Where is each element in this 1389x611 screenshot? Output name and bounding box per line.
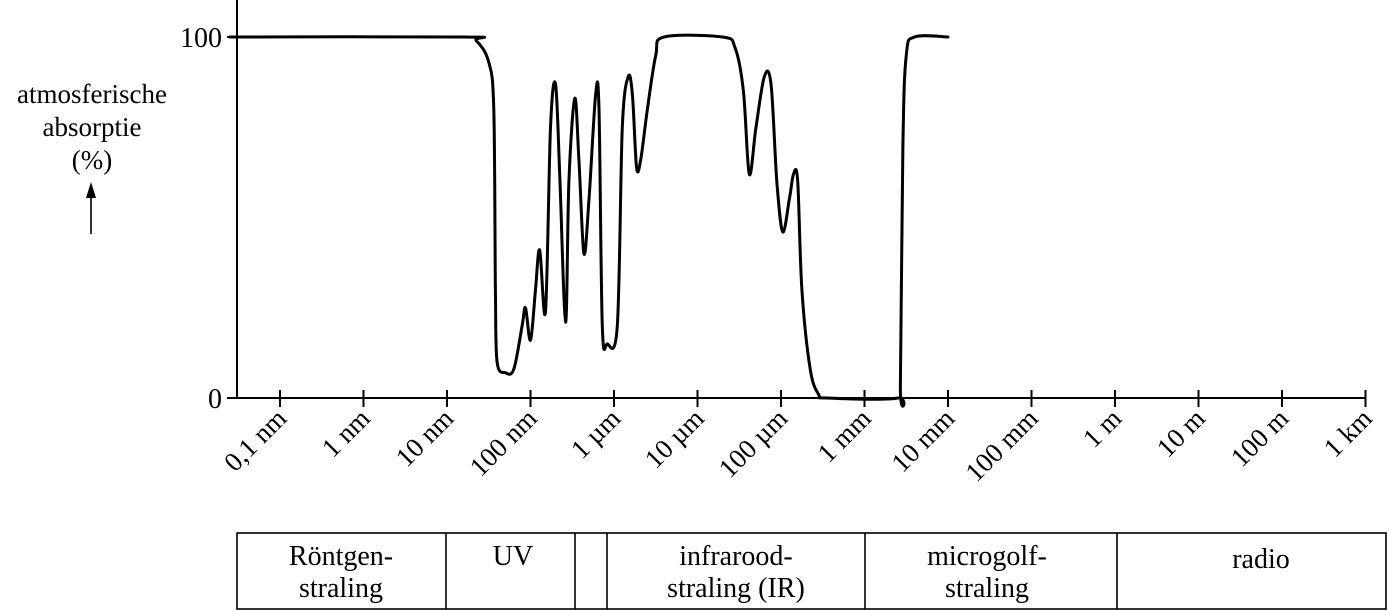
x-tick-label: 0,1 nm (218, 403, 292, 477)
y-tick-label-100: 100 (180, 23, 222, 54)
band-xray-line-1: Röntgen- (289, 541, 393, 572)
y-tick-label-0: 0 (208, 384, 222, 415)
x-tick-label: 100 µm (713, 403, 793, 483)
x-tick-label: 1 nm (316, 403, 376, 463)
x-tick-label: 1 m (1077, 403, 1127, 453)
x-tick-label: 100 m (1225, 403, 1294, 472)
x-tick-labels: 0,1 nm 1 nm 10 nm 100 nm 1 µm 10 µm 100 µm 1 mm… (218, 403, 1378, 487)
bands-border (236, 532, 1387, 610)
x-tick-label: 1 mm (812, 403, 877, 468)
band-ir-line-2: straling (IR) (667, 573, 805, 604)
x-tick-label: 10 nm (390, 403, 459, 472)
absorption-curve (228, 33, 950, 408)
band-ir-line-1: infrarood- (679, 541, 793, 572)
band-radio: radio (1232, 544, 1290, 575)
x-tick-label: 1 µm (565, 403, 626, 464)
up-arrow-icon (86, 182, 96, 234)
y-axis-label-line-3: (%) (72, 145, 112, 175)
band-microwave-line-2: straling (945, 573, 1029, 604)
x-tick-label: 10 µm (639, 403, 710, 474)
x-tick-label: 10 m (1151, 403, 1211, 463)
band-microwave-line-1: microgolf- (927, 541, 1047, 572)
x-tick-label: 10 mm (885, 403, 960, 478)
band-uv: UV (493, 541, 533, 572)
y-axis-label-line-2: absorptie (43, 112, 142, 142)
spectrum-bands-table: Röntgen- straling UV infrarood- straling… (236, 532, 1387, 610)
x-tick-label: 1 km (1318, 403, 1378, 463)
band-xray-line-2: straling (299, 573, 383, 604)
y-axis-label: atmosferische absorptie (%) (17, 79, 167, 234)
x-tick-label: 100 mm (959, 403, 1043, 487)
y-axis-label-line-1: atmosferische (17, 79, 167, 109)
x-tick-label: 100 nm (464, 403, 543, 482)
